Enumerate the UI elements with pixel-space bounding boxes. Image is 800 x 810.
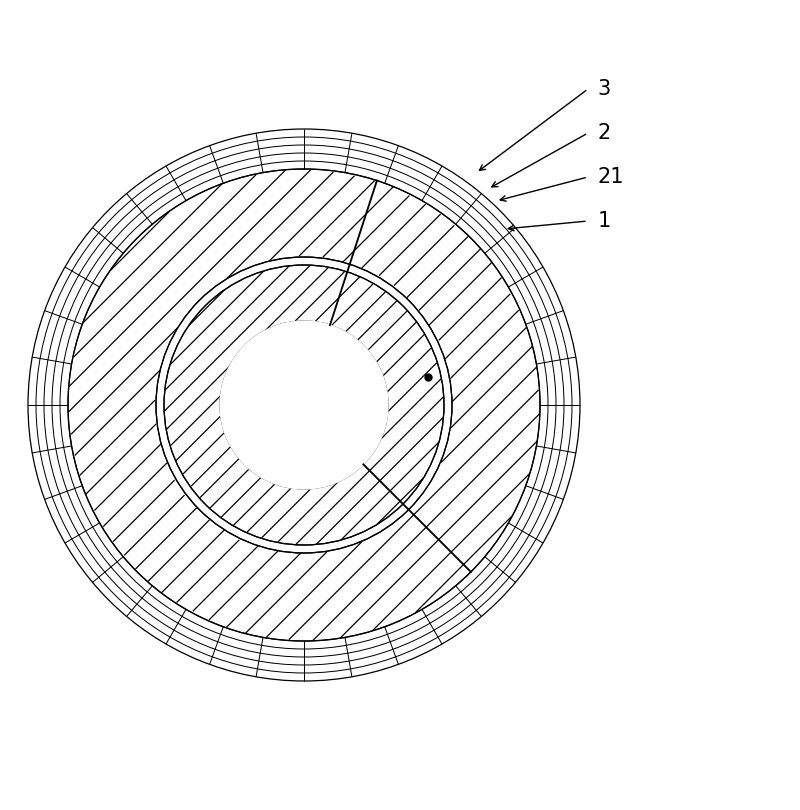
Text: 21: 21 (598, 167, 624, 187)
Circle shape (220, 321, 388, 489)
Text: 2: 2 (598, 123, 611, 143)
Text: 1: 1 (598, 211, 611, 231)
Text: 3: 3 (598, 79, 611, 99)
